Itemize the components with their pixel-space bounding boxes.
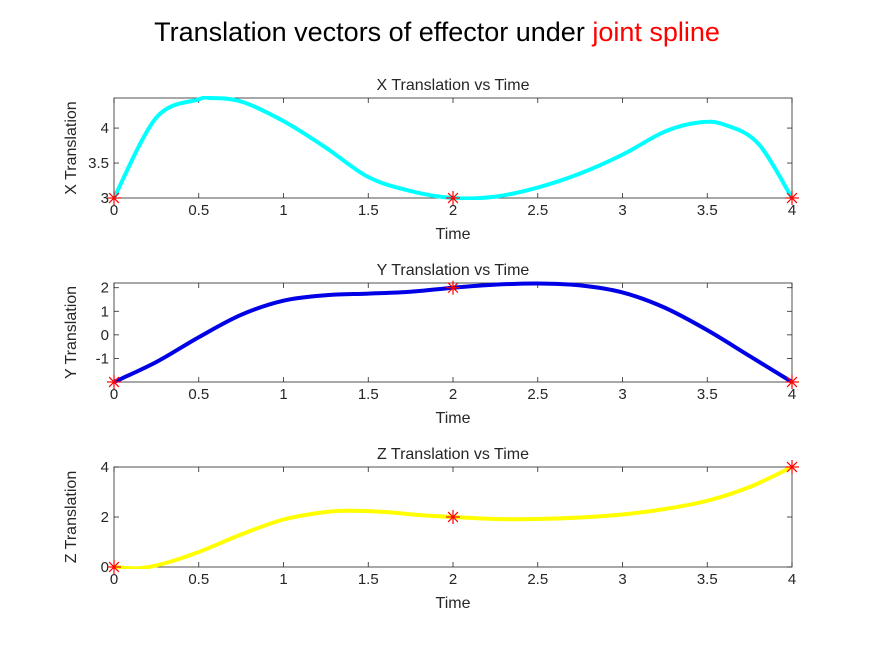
y-tick-label: 0 bbox=[101, 559, 109, 576]
x-tick-label: 2 bbox=[449, 202, 457, 219]
x-tick-label: 0.5 bbox=[188, 202, 209, 219]
x-axis-label: Time bbox=[436, 410, 471, 427]
x-tick-label: 1.5 bbox=[358, 202, 379, 219]
data-marker bbox=[107, 375, 121, 389]
y-tick-label: 2 bbox=[101, 509, 109, 526]
y-axis-label: Y Translation bbox=[63, 286, 80, 379]
x-axis-label: Time bbox=[436, 226, 471, 243]
y-tick-label: 0 bbox=[101, 327, 109, 344]
y-tick-label: 2 bbox=[101, 280, 109, 297]
x-tick-label: 4 bbox=[788, 386, 796, 403]
data-marker bbox=[446, 191, 460, 205]
data-marker bbox=[107, 560, 121, 574]
x-tick-label: 3 bbox=[618, 386, 626, 403]
subplot-1: 0 0.5 1 1.5 2 2.5 3 3.5 4 3 3.5 4 X Translation vs T… bbox=[63, 77, 799, 243]
x-tick-label: 1 bbox=[279, 571, 287, 588]
x-tick-label: 3.5 bbox=[697, 386, 718, 403]
x-tick-label: 1 bbox=[279, 386, 287, 403]
y-tick-label: 3.5 bbox=[88, 155, 109, 172]
x-tick-label: 3.5 bbox=[697, 571, 718, 588]
y-tick-label: -1 bbox=[96, 350, 109, 367]
x-tick-label: 0 bbox=[110, 571, 118, 588]
data-marker bbox=[107, 191, 121, 205]
x-tick-label: 4 bbox=[788, 571, 796, 588]
y-tick-label: 4 bbox=[101, 120, 109, 137]
x-tick-label: 1.5 bbox=[358, 386, 379, 403]
data-marker bbox=[446, 510, 460, 524]
x-tick-label: 4 bbox=[788, 202, 796, 219]
x-tick-label: 2 bbox=[449, 386, 457, 403]
data-marker bbox=[785, 191, 799, 205]
x-tick-label: 2.5 bbox=[527, 571, 548, 588]
x-tick-label: 0.5 bbox=[188, 386, 209, 403]
x-tick-label: 1.5 bbox=[358, 571, 379, 588]
subplot-2: 0 0.5 1 1.5 2 2.5 3 3.5 4 -1 0 1 2 Y Translation vs T… bbox=[63, 262, 799, 427]
x-tick-label: 0.5 bbox=[188, 571, 209, 588]
y-axis-label: X Translation bbox=[63, 101, 80, 194]
data-marker bbox=[785, 460, 799, 474]
x-tick-label: 2.5 bbox=[527, 386, 548, 403]
x-tick-label: 2.5 bbox=[527, 202, 548, 219]
figure-title-highlight: joint spline bbox=[591, 17, 720, 47]
y-tick-label: 1 bbox=[101, 303, 109, 320]
subplot-title: X Translation vs Time bbox=[377, 77, 530, 94]
subplot-3: 0 0.5 1 1.5 2 2.5 3 3.5 4 0 2 4 Z Translation vs Tim… bbox=[63, 446, 799, 612]
x-tick-label: 3 bbox=[618, 202, 626, 219]
x-tick-label: 3.5 bbox=[697, 202, 718, 219]
axes-frame bbox=[113, 282, 793, 383]
x-tick-label: 2 bbox=[449, 571, 457, 588]
data-marker bbox=[446, 280, 460, 295]
x-axis-label: Time bbox=[436, 595, 471, 612]
x-tick-label: 1 bbox=[279, 202, 287, 219]
subplot-title: Y Translation vs Time bbox=[377, 262, 530, 279]
axes-frame bbox=[113, 97, 793, 199]
subplots: 0 0.5 1 1.5 2 2.5 3 3.5 4 3 3.5 4 X Translation vs T… bbox=[63, 77, 799, 612]
x-tick-label: 0 bbox=[110, 202, 118, 219]
x-tick-label: 0 bbox=[110, 386, 118, 403]
x-tick-label: 3 bbox=[618, 571, 626, 588]
figure-title-main: Translation vectors of effector under bbox=[154, 17, 592, 47]
y-tick-label: 4 bbox=[101, 459, 109, 476]
y-tick-label: 3 bbox=[101, 190, 109, 207]
series-line bbox=[114, 465, 792, 569]
subplot-title: Z Translation vs Time bbox=[377, 446, 529, 463]
y-axis-label: Z Translation bbox=[63, 471, 80, 563]
data-marker bbox=[785, 375, 799, 389]
figure-title: Translation vectors of effector under jo… bbox=[154, 17, 720, 47]
